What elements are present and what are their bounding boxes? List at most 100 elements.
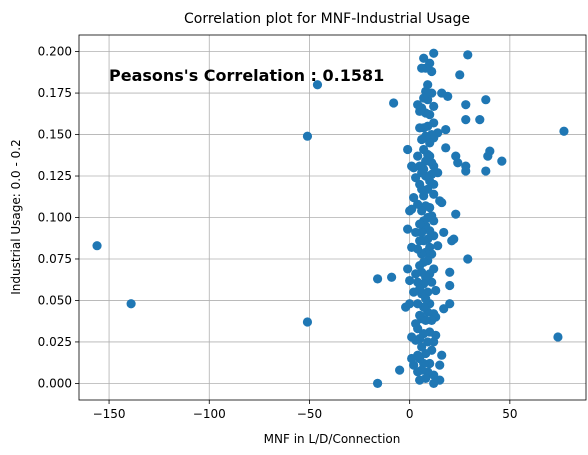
scatter-point [439,304,449,314]
x-tick-label: −100 [193,407,226,421]
scatter-point [439,227,449,238]
scatter-point [451,151,461,161]
scatter-point [395,365,405,375]
scatter-point [405,275,415,286]
scatter-point [463,50,473,60]
scatter-point [407,332,417,342]
scatter-point [461,161,471,171]
scatter-point [411,319,421,329]
x-axis-label: MNF in L/D/Connection [264,432,401,446]
scatter-point [417,134,427,145]
ticks-layer: −150 −100 −50 0 50 0.000 0.025 0.050 0.075 0.100 0… [38,45,518,421]
x-tick-label: 0 [406,407,414,421]
y-tick-label: 0.150 [38,128,72,142]
scatter-point [481,166,491,176]
scatter-point [559,126,569,136]
scatter-point [461,100,471,110]
scatter-point [433,241,443,251]
x-tick-label: 50 [502,407,517,421]
x-tick-label: −50 [297,407,322,421]
y-tick-label: 0.075 [38,252,72,266]
scatter-point [415,236,425,246]
scatter-point [415,219,425,229]
scatter-point [455,70,465,80]
scatter-point [411,173,421,183]
scatter-point [419,144,429,155]
y-tick-label: 0.200 [38,45,72,59]
scatter-point [463,254,473,264]
scatter-point [435,360,445,370]
scatter-point [497,156,507,166]
scatter-point [413,151,423,161]
scatter-point [435,196,445,206]
scatter-point [481,95,491,105]
scatter-point [411,269,421,279]
scatter-point [302,317,313,327]
scatter-point [417,206,427,216]
scatter-point [441,143,451,153]
y-tick-label: 0.100 [38,211,72,225]
scatter-point [409,192,419,203]
scatter-point [413,367,423,377]
scatter-point [415,261,425,271]
scatter-point [441,124,451,135]
y-tick-label: 0.025 [38,335,72,349]
scatter-point [415,375,425,385]
scatter-point [403,224,413,234]
scatter-point [401,302,411,312]
scatter-point [411,227,421,238]
scatter-point [483,151,493,161]
scatter-point [475,115,485,125]
scatter-point [445,267,455,277]
scatter-point [407,353,417,364]
scatter-point [553,332,563,342]
scatter-point [126,299,136,309]
chart-title: Correlation plot for MNF-Industrial Usag… [184,11,470,27]
scatter-point [413,100,423,110]
scatter-point [415,123,425,133]
plot-frame [78,34,587,401]
scatter-point [417,63,427,73]
scatter-point [409,287,419,297]
scatter-point [312,80,323,90]
scatter-point [405,206,415,216]
scatter-point [437,350,447,360]
scatter-point [437,88,447,98]
scatter-point [389,98,399,108]
y-tick-label: 0.050 [38,293,72,307]
scatter-point [425,138,435,148]
scatter-point [387,272,397,282]
scatter-point [413,277,423,287]
scatter-point [429,48,439,58]
scatter-point [447,236,457,246]
scatter-point [445,280,455,291]
scatter-point [419,53,429,63]
scatter-point [431,285,441,296]
scatter-point [372,274,383,284]
scatter-point [429,101,439,111]
correlation-annotation: Peasons's Correlation : 0.1581 [109,66,384,85]
points-layer [92,48,569,389]
y-tick-label: 0.125 [38,169,72,183]
scatter-point [451,209,461,219]
scatter-point [407,242,417,252]
scatter-point [413,299,423,309]
scatter-point [415,310,425,320]
x-tick-label: −150 [93,407,126,421]
scatter-point [403,144,413,155]
grid-layer [79,35,586,400]
y-tick-label: 0.000 [38,376,72,390]
scatter-point [302,131,313,141]
scatter-point [419,93,429,103]
scatter-point [429,378,439,389]
y-axis-label: Industrial Usage: 0.0 - 0.2 [9,139,23,294]
scatter-point [415,179,425,189]
y-tick-label: 0.175 [38,86,72,100]
scatter-point [403,264,413,274]
scatter-point [407,161,417,171]
scatter-point [92,241,102,251]
scatter-point [372,378,383,389]
scatter-point [417,342,427,352]
scatter-point [461,115,471,125]
